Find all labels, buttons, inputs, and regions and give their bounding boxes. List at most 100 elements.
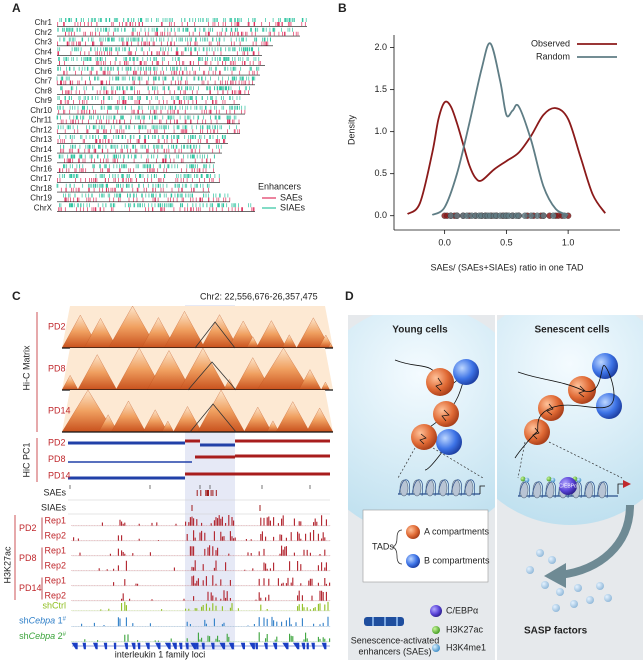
panel-c: Chr2: 22,556,676-26,357,475 Hi-C Matrix … xyxy=(2,291,334,659)
chromosome-label: Chr10 xyxy=(30,106,52,115)
sae-ticks xyxy=(56,129,240,134)
siae-ticks xyxy=(57,66,260,71)
track-group-label: Hi-C Matrix xyxy=(21,345,31,390)
histone-mark xyxy=(520,476,526,482)
siae-ticks xyxy=(59,18,307,22)
sae-ticks xyxy=(57,22,306,26)
panel-b: SAEs/ (SAEs+SIAEs) ratio in one TAD Dens… xyxy=(346,35,620,272)
y-tick-label: 2.0 xyxy=(374,42,387,52)
y-axis-label: Density xyxy=(346,114,356,145)
siae-ticks xyxy=(59,174,220,178)
histone-mark xyxy=(546,476,552,482)
track-label: SIAEs xyxy=(41,502,67,512)
siae-ticks xyxy=(56,115,237,120)
nucleosome xyxy=(438,479,448,497)
track-group-label: H3K27ac xyxy=(2,546,12,584)
sae-ticks xyxy=(62,90,249,95)
tad-outline xyxy=(187,321,237,433)
legend-text: B compartments xyxy=(424,555,490,565)
dna-wrap xyxy=(411,479,424,497)
nucleosome xyxy=(519,481,529,499)
rug-point xyxy=(540,212,547,219)
knockdown-label: shCebpa 1# xyxy=(19,616,67,626)
nucleosome xyxy=(545,481,555,499)
siae-ticks xyxy=(58,154,215,159)
rug-point xyxy=(521,212,529,219)
legend-group: TADs xyxy=(372,541,394,551)
x-tick-label: 0.0 xyxy=(438,237,451,247)
sae-ticks xyxy=(64,158,211,163)
sasp-molecules xyxy=(526,549,612,612)
rep-label: Rep1 xyxy=(44,575,66,585)
group-label: PD2 xyxy=(19,523,37,533)
pc1-tracks xyxy=(68,439,330,480)
label-part: # xyxy=(63,616,67,622)
nucleosome xyxy=(532,481,542,499)
legend-swatch xyxy=(406,554,420,568)
legend-swatch xyxy=(406,525,420,539)
rug-point xyxy=(527,212,535,219)
sample-label: PD14 xyxy=(48,470,71,480)
siae-ticks xyxy=(58,57,260,61)
sasp-arrow xyxy=(544,563,566,588)
zoom-lines xyxy=(397,441,623,479)
label-part: 1 xyxy=(55,616,63,626)
chromosome-label: Chr3 xyxy=(35,38,53,47)
density-line xyxy=(431,42,569,216)
chromatin-loops xyxy=(419,377,586,445)
tss-arrow xyxy=(479,483,624,494)
sae-ticks xyxy=(60,119,240,124)
sasp-arrow xyxy=(559,504,634,579)
gene-track xyxy=(71,642,330,650)
rug-point xyxy=(515,212,522,219)
rug-point xyxy=(550,212,557,219)
sae-ticks xyxy=(58,207,255,212)
sae-ticks xyxy=(57,178,220,182)
histone-mark xyxy=(576,477,582,483)
legend-text: A compartments xyxy=(424,526,490,536)
nucleosome xyxy=(597,481,607,499)
chromosome-label: Chr18 xyxy=(30,184,52,193)
legend-box xyxy=(362,509,489,583)
sae-ticks xyxy=(57,139,226,143)
x-tick-label: 1.0 xyxy=(562,237,575,247)
rep-label: Rep1 xyxy=(44,545,66,555)
chromosome-label: Chr9 xyxy=(35,96,53,105)
nucleosome xyxy=(425,479,435,497)
panel-d: Young cells Senescent cells C/EBPα SASP … xyxy=(348,315,643,660)
sae-ticks xyxy=(57,41,269,46)
dna-wrap xyxy=(596,481,609,499)
sae-ticks xyxy=(65,31,299,36)
chromosome-label: Chr19 xyxy=(30,194,52,203)
chromosome-label: Chr12 xyxy=(30,125,52,134)
rep-label: Rep1 xyxy=(44,515,66,525)
y-tick-label: 0.5 xyxy=(374,168,387,178)
sasp-label: SASP factors xyxy=(524,626,588,637)
chromosome-label: Chr1 xyxy=(35,18,53,27)
legend-title: Enhancers xyxy=(258,181,302,191)
y-tick-label: 0.0 xyxy=(374,210,387,220)
histone-mark xyxy=(550,477,556,483)
nucleosome xyxy=(399,479,409,497)
legend-text: H3K27ac xyxy=(446,624,484,634)
chromosome-label: Chr4 xyxy=(35,47,53,56)
dna-wrap xyxy=(398,479,411,497)
sae-ticks xyxy=(58,109,246,114)
legend-label: Random xyxy=(536,51,570,61)
siae-ticks xyxy=(57,105,246,110)
track-label: SAEs xyxy=(43,487,66,497)
sample-label: PD2 xyxy=(48,437,66,447)
nucleosome-array xyxy=(398,479,480,497)
siae-ticks xyxy=(60,86,250,91)
chromosome-label: Chr16 xyxy=(30,164,52,173)
siae-ticks xyxy=(59,37,271,42)
group-label: PD14 xyxy=(19,583,42,593)
sample-label: PD14 xyxy=(48,405,71,415)
region-ticks xyxy=(69,485,311,489)
siae-ticks xyxy=(59,203,252,208)
panel-label: B xyxy=(338,1,347,15)
nucleosome xyxy=(584,481,594,499)
sae-ticks xyxy=(57,51,260,56)
gene-track-label: interleukin 1 family loci xyxy=(115,649,206,659)
dna-wrap xyxy=(531,481,544,499)
